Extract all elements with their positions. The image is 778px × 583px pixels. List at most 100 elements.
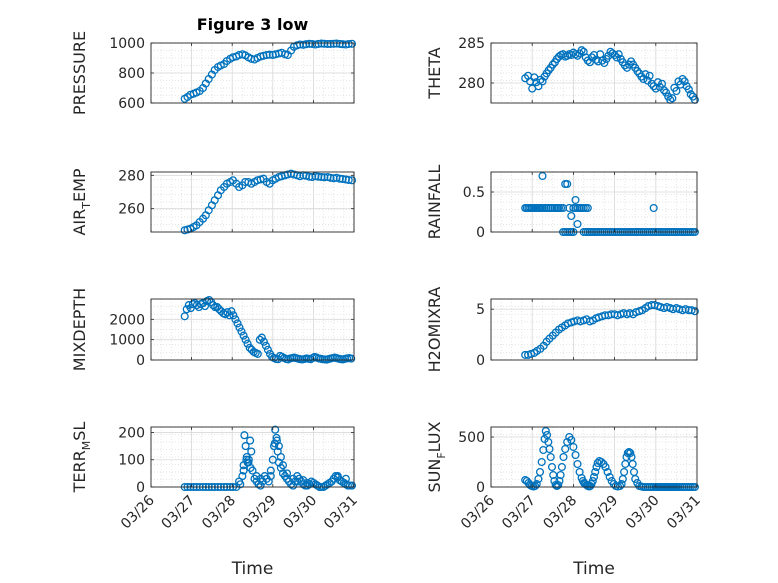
y-axis-label: PRESSURE: [70, 31, 89, 115]
data-point: [690, 307, 699, 316]
data-point: [535, 467, 545, 477]
data-point: [593, 458, 602, 468]
data-point: [587, 53, 596, 62]
data-point: [325, 478, 334, 487]
data-point: [247, 447, 256, 456]
data-point: [598, 56, 607, 65]
data-point: [649, 203, 658, 213]
y-tick-label: 1000: [109, 333, 145, 349]
data-point: [272, 436, 281, 445]
y-tick-label: 200: [118, 425, 145, 441]
data-point: [244, 458, 253, 467]
y-axis-label-rest: SL: [70, 422, 89, 441]
data-point: [233, 319, 242, 328]
data-point: [235, 50, 244, 60]
y-tick-label: 260: [118, 202, 145, 218]
data-point: [317, 39, 326, 48]
y-axis-label: H2OMIXRA: [425, 287, 444, 373]
data-point: [256, 474, 265, 483]
data-point: [344, 175, 353, 185]
data-point: [531, 481, 540, 491]
y-tick-label: 800: [118, 66, 145, 82]
data-point: [276, 452, 285, 462]
data-point: [238, 472, 247, 481]
data-point: [282, 469, 292, 478]
data-point: [252, 472, 261, 481]
data-point: [577, 203, 586, 213]
subplot-rainfall: 0 0.5 RAINFALL: [425, 165, 699, 241]
data-point: [563, 51, 572, 60]
y-tick-label: 280: [458, 76, 485, 92]
data-point: [541, 426, 550, 436]
axes-box: [150, 298, 355, 361]
data-point: [347, 481, 357, 490]
data-point: [341, 474, 350, 483]
data-point: [552, 54, 561, 64]
y-axis-label-rest: LUX: [425, 421, 444, 452]
data-point: [538, 171, 547, 181]
series-theta: [521, 46, 699, 104]
y-tick-label: 0: [136, 353, 145, 369]
data-point: [323, 39, 332, 49]
data-point: [571, 195, 580, 205]
data-point: [303, 478, 312, 487]
data-point: [278, 461, 288, 470]
y-tick-label: 2000: [109, 312, 145, 328]
data-point: [563, 179, 572, 189]
x-axis-label: Time: [231, 559, 274, 579]
data-point: [239, 331, 248, 340]
data-point: [231, 315, 240, 324]
data-point: [554, 480, 563, 490]
data-point: [553, 203, 562, 213]
data-point: [338, 40, 347, 49]
data-point: [326, 39, 335, 48]
y-tick-label: 100: [118, 453, 145, 469]
data-point: [274, 442, 283, 451]
data-point: [321, 481, 330, 490]
data-point: [573, 459, 582, 469]
data-point: [567, 211, 576, 221]
subplot-h2omixra: 0 5 H2OMIXRA: [425, 287, 699, 373]
data-point: [591, 467, 600, 477]
subplot-airtemp: 260 280 AIRTEMP: [70, 168, 357, 236]
data-point: [245, 343, 254, 352]
data-point: [266, 472, 275, 481]
data-point: [308, 39, 317, 49]
data-point: [597, 457, 606, 467]
data-point: [333, 472, 342, 481]
data-point: [538, 77, 547, 86]
data-point: [521, 350, 530, 359]
data-point: [600, 58, 609, 68]
axes-box: [490, 298, 698, 361]
data-point: [668, 94, 677, 103]
data-point: [244, 455, 253, 464]
y-axis-label-rest: EMP: [70, 168, 89, 202]
data-point: [571, 450, 580, 460]
minor-grid: [490, 299, 698, 360]
axes-box: [150, 426, 355, 488]
series-pressure: [180, 39, 357, 103]
subplot-pressure: 600 800 1000 PRESSURE Figure 3 low: [70, 15, 357, 115]
data-point: [335, 39, 344, 48]
data-point: [295, 40, 305, 49]
data-point: [556, 470, 565, 480]
data-point: [610, 50, 619, 60]
data-point: [227, 307, 236, 316]
data-point: [182, 305, 191, 314]
data-point: [628, 459, 637, 469]
data-point: [263, 345, 272, 354]
data-point: [332, 39, 341, 48]
data-point: [557, 462, 566, 472]
data-point: [180, 312, 189, 321]
y-tick-label: 0: [476, 225, 485, 241]
data-point: [265, 50, 274, 59]
data-point: [213, 303, 222, 312]
y-tick-label: 0: [136, 480, 145, 496]
y-tick-label: 600: [118, 96, 145, 112]
data-point: [200, 302, 210, 311]
data-point: [571, 50, 580, 59]
axes-box: [150, 171, 355, 233]
